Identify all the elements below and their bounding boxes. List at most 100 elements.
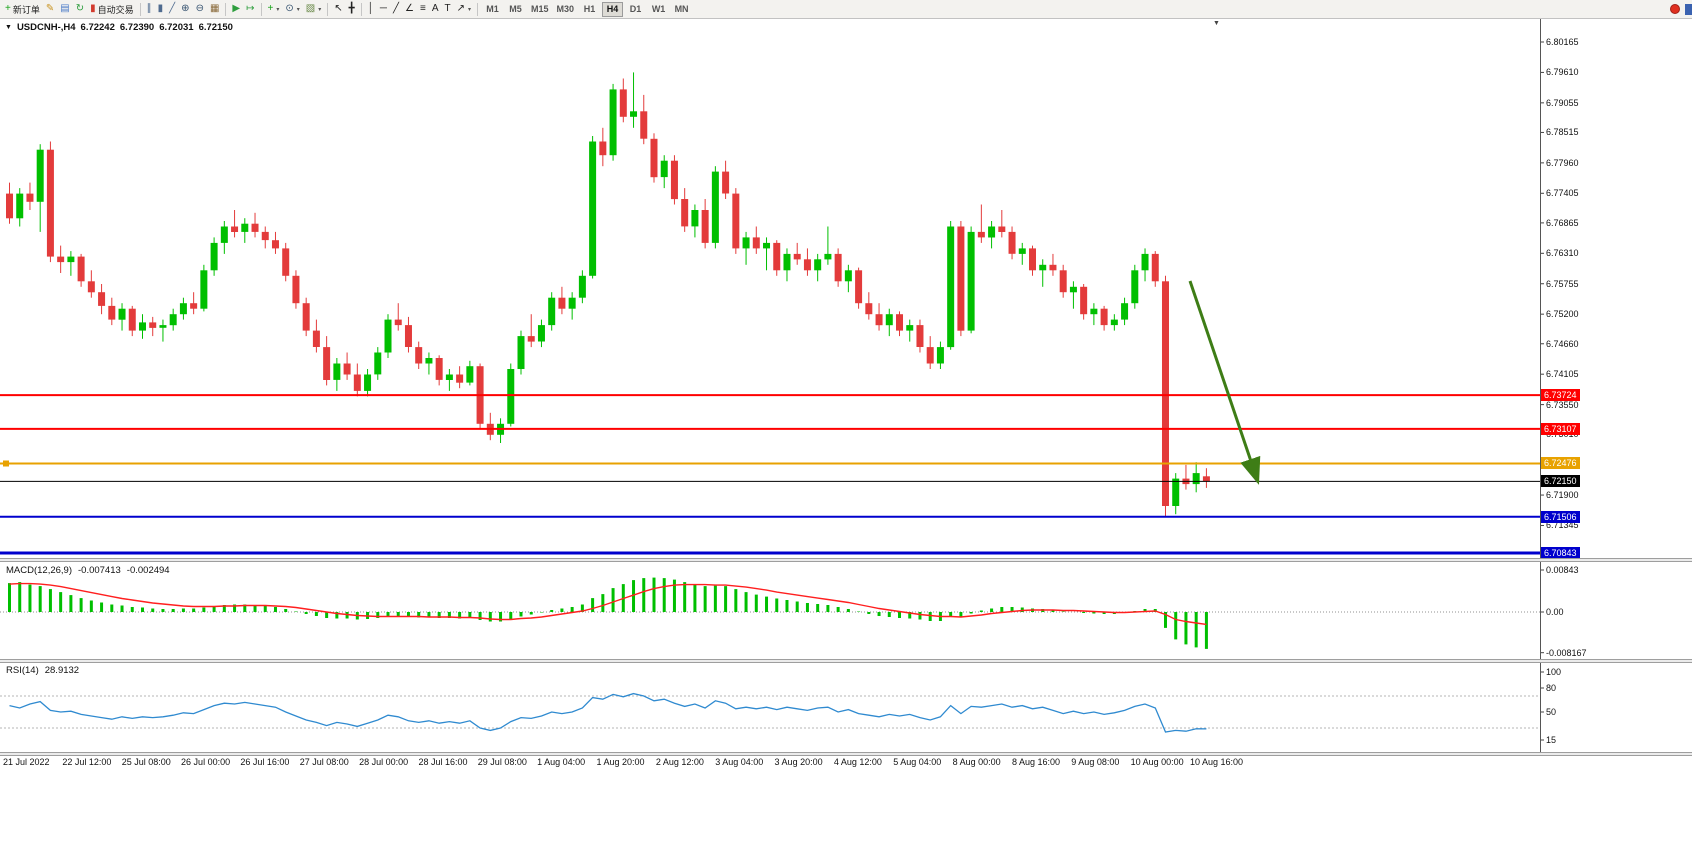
templates-button[interactable]: ▧ ▾ bbox=[303, 1, 324, 18]
price-line-label[interactable]: 6.73107 bbox=[1541, 422, 1580, 435]
candle-body bbox=[681, 199, 689, 227]
zoom-in-button[interactable]: ⊕ bbox=[178, 1, 192, 18]
alert-icon[interactable] bbox=[1670, 4, 1680, 14]
periods-button[interactable]: ⊙ ▾ bbox=[282, 1, 302, 18]
candle-body bbox=[1090, 308, 1098, 315]
chart-shift-button[interactable]: ↦ bbox=[243, 1, 257, 18]
toolbar-separator bbox=[260, 2, 262, 16]
metaeditor-button[interactable]: ✎ bbox=[43, 1, 57, 18]
macd-signal-value: -0.002494 bbox=[126, 565, 170, 576]
macd-name: MACD(12,26,9) bbox=[6, 565, 72, 576]
toolbar-separator bbox=[225, 2, 227, 16]
candle-body bbox=[425, 358, 433, 364]
candle-body bbox=[936, 347, 944, 364]
timeframe-h4-button[interactable]: H4 bbox=[602, 1, 624, 17]
panel-splitter[interactable] bbox=[0, 752, 1692, 756]
price-line-label[interactable]: 6.71506 bbox=[1541, 510, 1580, 523]
candle-body bbox=[752, 237, 760, 249]
candle-body bbox=[1018, 248, 1026, 254]
timeframe-d1-button[interactable]: D1 bbox=[625, 2, 646, 17]
fibonacci-button[interactable]: ≡ bbox=[417, 1, 429, 18]
rsi-axis-label: 100 bbox=[1546, 667, 1562, 677]
candle-body bbox=[732, 193, 740, 249]
panel-splitter[interactable] bbox=[0, 659, 1692, 663]
price-axis-border bbox=[1540, 19, 1541, 756]
chart-shift-marker[interactable]: ▼ bbox=[1213, 20, 1220, 27]
text-label-button[interactable]: T bbox=[442, 1, 454, 18]
price-line-label[interactable]: 6.73724 bbox=[1541, 389, 1580, 402]
price-line-label[interactable]: 6.72476 bbox=[1541, 457, 1580, 470]
channel-button[interactable]: ∠ bbox=[402, 1, 417, 18]
refresh-button[interactable]: ↻ bbox=[73, 1, 87, 18]
auto-trading-icon: ▮ bbox=[90, 3, 96, 14]
down-trend-arrow[interactable] bbox=[1188, 280, 1261, 485]
market-button[interactable]: ▤ bbox=[57, 1, 72, 18]
rsi-name: RSI(14) bbox=[6, 665, 39, 676]
horizontal-line-button[interactable]: ─ bbox=[377, 1, 390, 18]
price-axis-label: 6.74105 bbox=[1546, 369, 1579, 380]
arrow-icon: ↗ bbox=[456, 3, 466, 14]
price-line-label[interactable]: 6.72150 bbox=[1541, 475, 1580, 488]
timeframe-m15-button[interactable]: M15 bbox=[528, 2, 552, 17]
indicators-button[interactable]: + ▾ bbox=[265, 1, 283, 18]
candle-body bbox=[1172, 478, 1180, 506]
price-line-label[interactable]: 6.70843 bbox=[1541, 546, 1580, 559]
vertical-line-icon: │ bbox=[367, 3, 374, 14]
candlestick-icon: ▮ bbox=[157, 3, 164, 14]
toolbar-separator bbox=[477, 2, 479, 16]
auto-trading-button-label: 自动交易 bbox=[97, 4, 134, 15]
auto-scroll-button[interactable]: ▶ bbox=[229, 1, 243, 18]
candle-body bbox=[865, 303, 873, 315]
chart-symbol-period: USDCNH-,H4 bbox=[16, 22, 76, 33]
timeframe-m30-button[interactable]: M30 bbox=[554, 2, 578, 17]
cursor-button[interactable]: ↖ bbox=[331, 1, 345, 18]
panel-splitter[interactable] bbox=[0, 558, 1692, 562]
candle-body bbox=[292, 275, 300, 304]
vertical-line-button[interactable]: │ bbox=[365, 1, 377, 18]
candle-body bbox=[128, 308, 136, 331]
candle-body bbox=[1059, 270, 1067, 293]
price-axis-label: 6.80165 bbox=[1546, 37, 1579, 47]
rsi-axis-label: 50 bbox=[1546, 707, 1557, 717]
line-chart-button[interactable]: ╱ bbox=[166, 1, 178, 18]
timeframe-w1-button[interactable]: W1 bbox=[648, 2, 669, 17]
candle-body bbox=[896, 314, 904, 331]
line-handle[interactable] bbox=[3, 460, 9, 467]
crosshair-button[interactable]: ╋ bbox=[346, 1, 358, 18]
candle-body bbox=[824, 253, 832, 260]
timeframe-h1-button[interactable]: H1 bbox=[579, 2, 600, 17]
text-button[interactable]: A bbox=[429, 1, 442, 18]
candle-body bbox=[568, 297, 576, 309]
candle-body bbox=[722, 171, 730, 194]
timeframe-m5-button[interactable]: M5 bbox=[505, 2, 526, 17]
candle-body bbox=[231, 226, 239, 232]
time-axis-label: 27 Jul 08:00 bbox=[299, 757, 349, 767]
time-axis-label: 1 Aug 20:00 bbox=[596, 757, 645, 767]
candle-body bbox=[957, 226, 965, 331]
tile-windows-button[interactable]: ▦ bbox=[207, 1, 222, 18]
candle-body bbox=[394, 319, 402, 326]
candle-body bbox=[404, 325, 412, 347]
template-icon: ▧ bbox=[305, 3, 316, 14]
arrows-button[interactable]: ↗ ▾ bbox=[454, 1, 474, 18]
candle-body bbox=[609, 89, 617, 156]
candle-body bbox=[57, 256, 65, 263]
trendline-button[interactable]: ╱ bbox=[390, 1, 402, 18]
time-axis-label: 3 Aug 04:00 bbox=[715, 757, 764, 767]
new-order-button[interactable]: + 新订单 bbox=[2, 1, 43, 18]
time-axis-label: 25 Jul 08:00 bbox=[121, 757, 171, 767]
time-axis-label: 10 Aug 00:00 bbox=[1130, 757, 1184, 767]
auto-trading-button[interactable]: ▮ 自动交易 bbox=[87, 1, 137, 18]
price-axis-label: 6.71900 bbox=[1546, 490, 1579, 501]
time-axis-label: 4 Aug 12:00 bbox=[833, 757, 882, 767]
timeframe-mn-button[interactable]: MN bbox=[671, 2, 692, 17]
zoom-out-button[interactable]: ⊖ bbox=[193, 1, 207, 18]
candle-body bbox=[988, 226, 996, 238]
price-axis-label: 6.75755 bbox=[1546, 278, 1579, 289]
candlestick-button[interactable]: ▮ bbox=[155, 1, 167, 18]
rsi-value: 28.9132 bbox=[44, 665, 80, 676]
candle-body bbox=[169, 314, 177, 326]
timeframe-m1-button[interactable]: M1 bbox=[482, 2, 503, 17]
bar-chart-button[interactable]: ∥ bbox=[144, 1, 155, 18]
